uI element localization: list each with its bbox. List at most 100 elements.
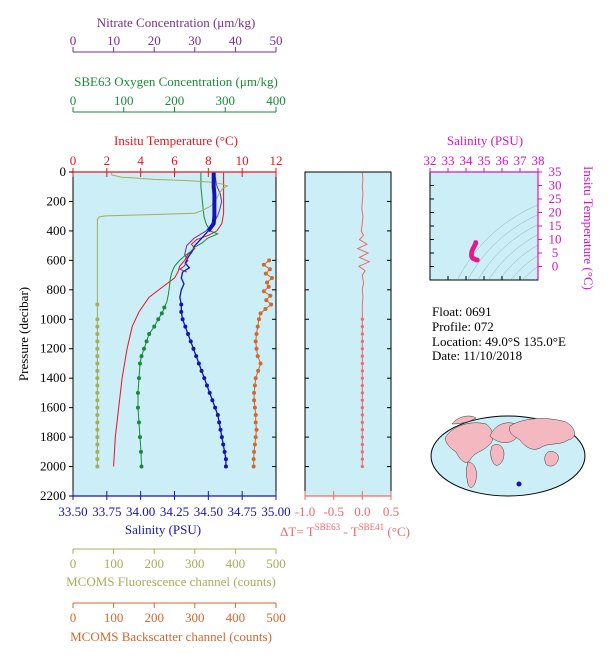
fluorescence-point [95,405,100,410]
ts-point [474,257,480,263]
map-land [444,415,575,488]
delta-t-point [360,361,364,366]
salinity-axis-label: Salinity (PSU) [125,522,201,537]
backscatter-point [252,442,257,447]
ts-temperature-tick-label: 25 [549,191,562,206]
backscatter-point [251,457,256,462]
salinity-point [183,324,188,329]
delta-t-point [360,339,364,343]
delta-t-point [360,398,364,402]
oxygen-point [142,346,147,351]
fluorescence-tick-label: 100 [104,556,124,571]
nitrate-tick-label: 20 [148,33,161,48]
oxygen-point [139,354,144,359]
delta-t-point [360,413,364,417]
fluorescence-line [96,172,229,467]
backscatter-point [268,293,273,298]
fluorescence-tick-labels: 0 100 200 300 400 500 [70,549,286,571]
delta-t-point [360,376,364,380]
oxygen-point [162,305,167,310]
backscatter-point [254,332,259,336]
oxygen-tick-labels: 0 100 200 300 400 [70,93,286,112]
salinity-point [207,390,212,395]
delta-t-point [360,435,364,439]
fluorescence-tick-label: 0 [70,556,77,571]
float-location-marker [516,481,522,487]
salinity-point [222,449,227,454]
pressure-tick-label: 1000 [40,311,66,326]
fluorescence-point [95,398,100,403]
oxygen-point [136,420,141,425]
salinity-tick-label: 35.00 [261,504,290,519]
backscatter-point [253,413,258,417]
ts-temperature-tick-label: 15 [549,218,562,233]
salinity-point [221,442,226,447]
backscatter-point [256,317,261,322]
ts-temperature-tick-label: 5 [552,245,559,260]
delta-t-point [360,332,364,336]
salinity-point [191,346,196,351]
ts-salinity-tick-label: 38 [532,153,545,168]
backscatter-point [258,311,263,316]
oxygen-point [135,405,140,410]
fluorescence-point [95,324,100,329]
delta-t-tick-label: 0.0 [354,504,370,519]
backscatter-point [253,420,258,425]
oxygen-tick-label: 100 [114,93,134,108]
backscatter-tick-label: 100 [104,610,124,625]
backscatter-point [253,435,258,440]
fluorescence-axis: 0 100 200 300 400 500 MCOMS Fluorescence chan… [66,548,286,589]
ts-temperature-axis-label: Insitu Temperature (°C) [581,166,596,290]
fluorescence-point [95,332,100,336]
salinity-tick-label: 34.25 [160,504,189,519]
salinity-point [210,398,215,403]
salinity-surface-markers [206,172,217,233]
oxygen-tick-label: 400 [266,93,286,108]
fluorescence-axis-label: MCOMS Fluorescence channel (counts) [66,574,276,589]
salinity-tick-label: 33.50 [58,504,87,519]
fluorescence-point [95,413,100,417]
backscatter-point [269,302,274,307]
temperature-line [113,172,225,467]
salinity-point [204,383,209,388]
density-contour [558,310,608,390]
salinity-point [223,457,228,462]
pressure-tick-label: 200 [47,193,67,208]
fluorescence-point [95,339,100,344]
backscatter-point [255,354,260,359]
backscatter-point [261,289,266,294]
backscatter-point [252,390,257,395]
temperature-tick-label: 12 [270,153,283,168]
salinity-point [213,405,218,410]
salinity-tick-label: 34.75 [228,504,257,519]
temperature-tick-label: 8 [205,153,212,168]
temperature-tick-label: 6 [171,153,178,168]
density-contour [522,274,608,426]
info-profile: Profile: 072 [432,319,494,334]
fluorescence-point [95,420,100,425]
ts-salinity-tick-label: 35 [478,153,491,168]
salinity-point [180,317,185,322]
salinity-point [223,464,228,469]
backscatter-point [263,306,268,311]
fluorescence-point [95,435,100,440]
oxygen-point [137,435,142,440]
delta-t-panel: -1.0 -0.5 0.0 0.5 [295,171,399,519]
density-contour [531,283,608,417]
delta-t-point [360,317,364,321]
oxygen-axis: SBE63 Oxygen Concentration (μm/kg) 0 100 2… [70,74,286,113]
delta-t-panel-background [304,171,392,497]
world-map [430,415,586,497]
density-contour [549,301,608,399]
delta-t-point [360,420,364,424]
nitrate-tick-label: 0 [70,33,77,48]
delta-t-tick-label: -1.0 [295,504,316,519]
oxygen-axis-label: SBE63 Oxygen Concentration (μm/kg) [74,74,278,89]
temperature-tick-label: 4 [137,153,144,168]
pressure-tick-label: 600 [47,252,67,267]
ts-temperature-tick-label: 35 [549,164,562,179]
profile-panel-background [72,171,277,497]
pressure-tick-label: 1800 [40,429,66,444]
info-date: Date: 11/10/2018 [432,348,522,363]
